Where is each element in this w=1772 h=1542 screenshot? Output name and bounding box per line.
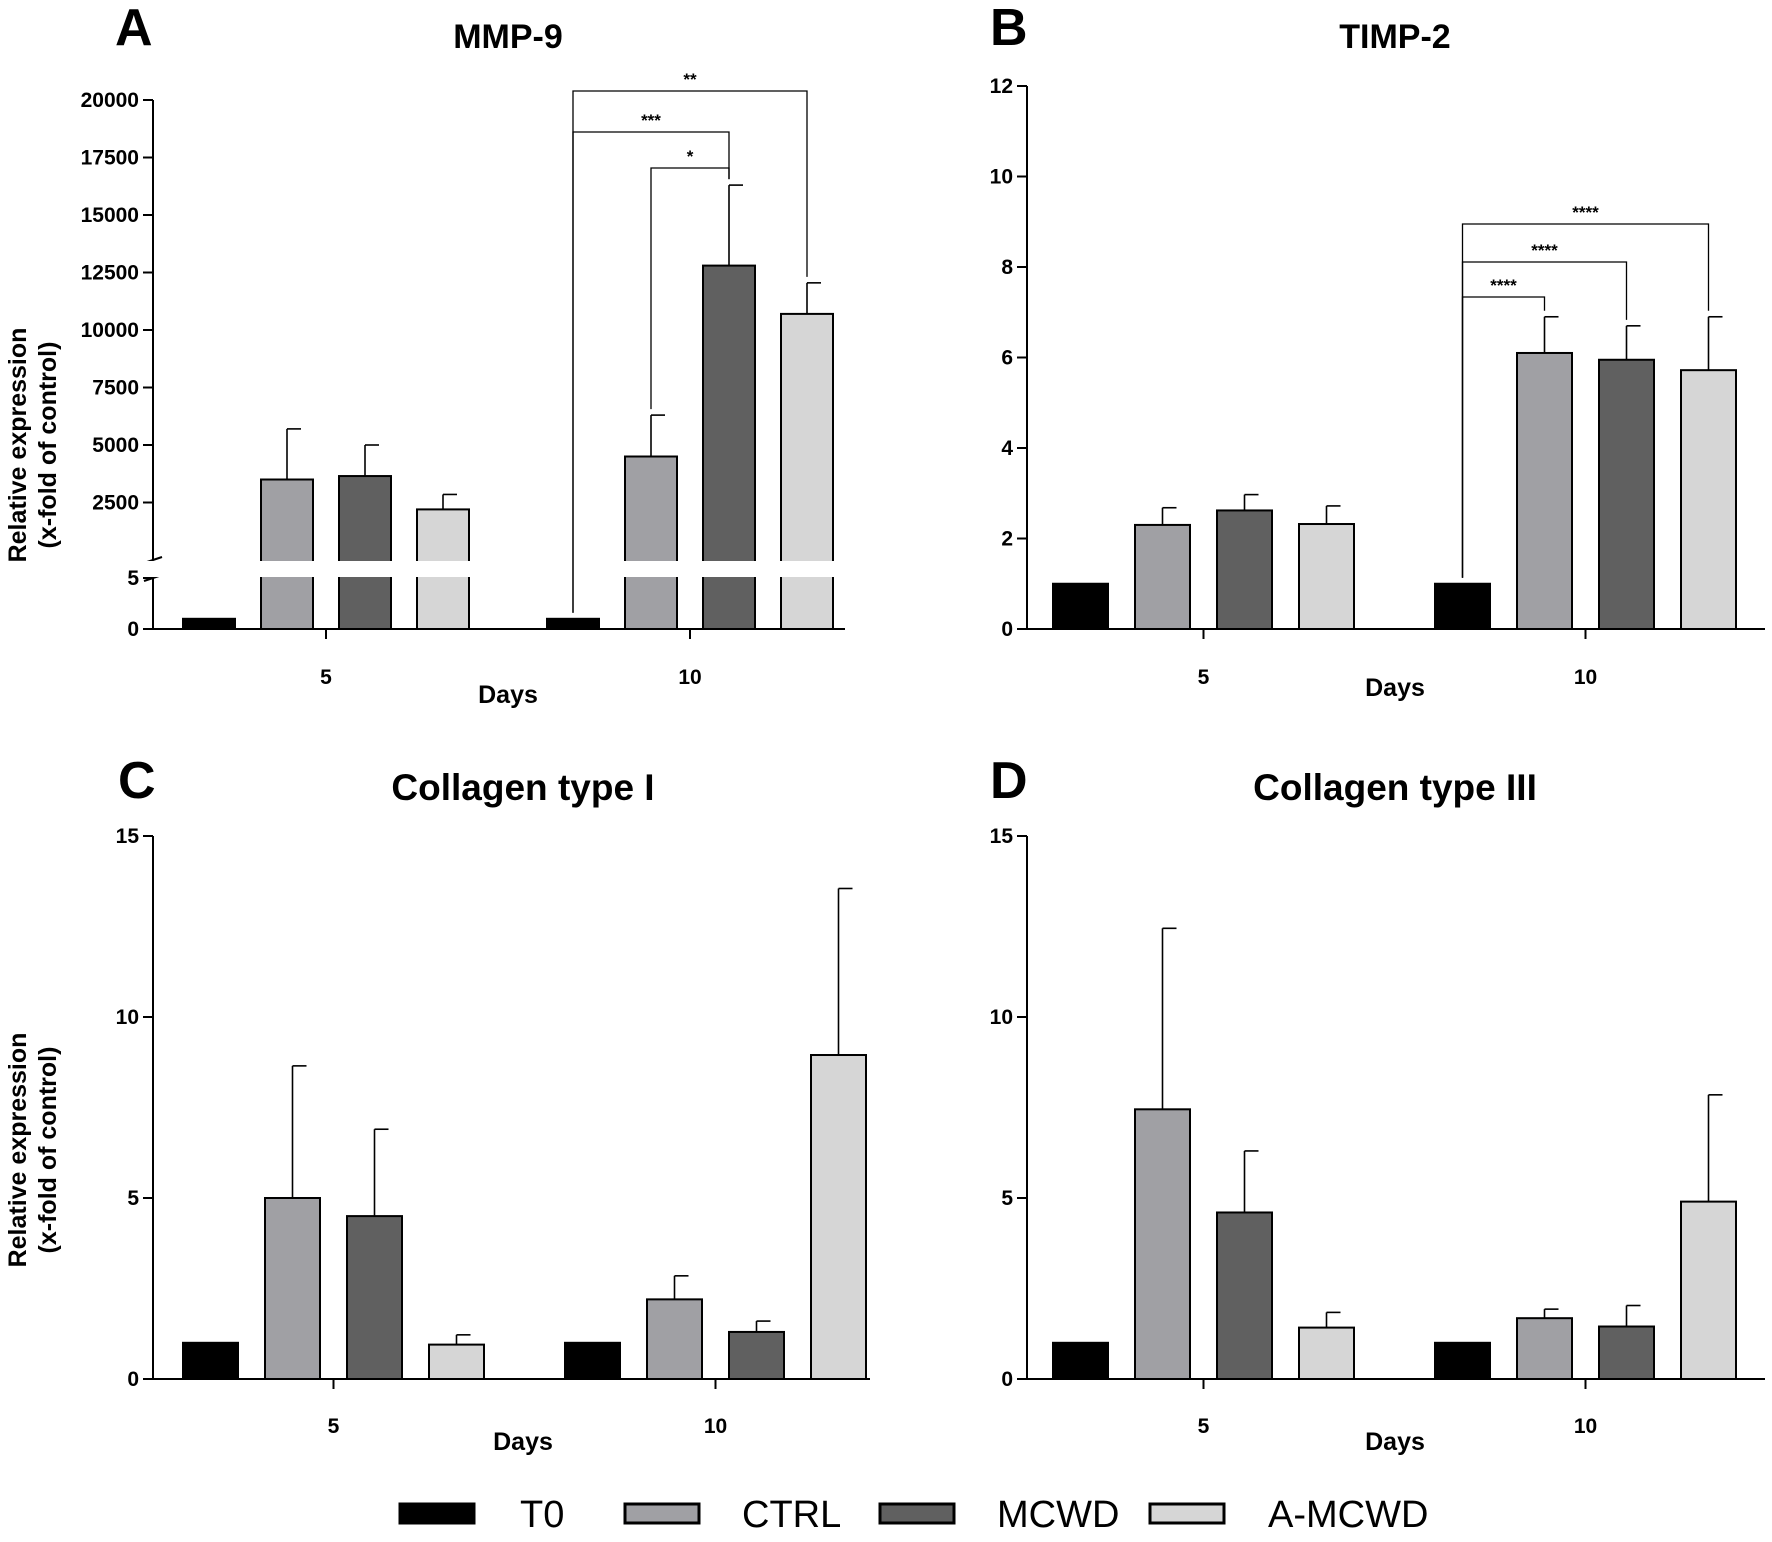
panel-letter: D: [990, 752, 1028, 810]
bar-ctrl-day-10: [1516, 1317, 1573, 1380]
significance-label: ****: [1531, 241, 1558, 260]
y-tick-label: 10: [116, 1006, 139, 1029]
bar-t0-day-10: [564, 1341, 621, 1381]
bar-mcwd-day-5: [1216, 1211, 1273, 1380]
y-tick-label: 15: [990, 825, 1014, 848]
significance-label: **: [683, 70, 697, 89]
bar-ctrl-day-10: [1516, 351, 1573, 630]
significance-label: ****: [1572, 203, 1599, 222]
y-tick-label: 0: [127, 618, 139, 641]
x-tick-label: 5: [1198, 666, 1210, 689]
y-tick-label: 5: [1001, 1187, 1013, 1210]
y-tick-label: 15: [116, 825, 140, 848]
chart-title: MMP-9: [453, 18, 563, 56]
y-tick-label: 5: [127, 567, 139, 590]
panel-letter: A: [115, 0, 153, 57]
significance-label: *: [687, 147, 694, 166]
bar-a-mcwd-day-10: [1680, 1200, 1737, 1380]
bar-a-mcwd-day-5: [1298, 1326, 1355, 1380]
y-tick-label: 17500: [81, 147, 139, 170]
axis-break-gap: [141, 561, 847, 577]
bar-t0-day-5: [182, 1341, 239, 1381]
bar-a-mcwd-day-5: [1298, 523, 1355, 631]
x-tick-label: 5: [328, 1415, 340, 1438]
legend-swatch-ctrl: [623, 1502, 701, 1525]
bar-mcwd-day-5: [346, 1215, 403, 1380]
chart-title: Collagen type III: [1253, 767, 1537, 808]
y-tick-label: 5000: [92, 434, 139, 457]
y-axis-title: (x-fold of control): [34, 342, 62, 549]
bar-ctrl-day-10: [646, 1298, 703, 1380]
y-tick-label: 2: [1001, 528, 1013, 551]
y-tick-label: 10000: [81, 319, 139, 342]
y-tick-label: 6: [1001, 347, 1013, 370]
x-tick-label: 5: [320, 666, 332, 689]
legend-swatch-a-mcwd: [1148, 1502, 1226, 1525]
y-tick-label: 20000: [81, 89, 139, 112]
x-axis-title: Days: [478, 681, 538, 709]
bar-a-mcwd-day-5: [428, 1343, 485, 1380]
significance-bracket: [572, 90, 808, 613]
bar-mcwd-day-10: [1598, 1325, 1655, 1381]
bar-t0-day-5: [1052, 582, 1109, 630]
bar-mcwd-day-5: [338, 475, 392, 630]
bar-ctrl-day-5: [1134, 523, 1191, 630]
y-tick-label: 7500: [92, 377, 139, 400]
bar-ctrl-day-5: [1134, 1108, 1191, 1381]
legend-swatch-mcwd: [878, 1502, 956, 1525]
bar-mcwd-day-10: [728, 1330, 785, 1380]
legend-label: MCWD: [997, 1494, 1119, 1536]
legend-label: CTRL: [742, 1494, 841, 1536]
x-tick-label: 10: [1574, 666, 1597, 689]
bar-t0-day-10: [546, 617, 600, 630]
bar-t0-day-5: [1052, 1341, 1109, 1381]
y-tick-label: 4: [1001, 437, 1013, 460]
y-tick-label: 5: [127, 1187, 139, 1210]
x-tick-label: 10: [1574, 1415, 1597, 1438]
bar-ctrl-day-5: [264, 1197, 321, 1380]
significance-label: ***: [641, 111, 661, 130]
y-axis-title: (x-fold of control): [34, 1047, 62, 1254]
y-tick-label: 12500: [81, 262, 139, 285]
significance-bracket: [572, 131, 730, 613]
significance-bracket: [650, 167, 730, 410]
y-axis-title: Relative expression: [4, 328, 32, 563]
y-tick-label: 8: [1001, 256, 1013, 279]
bar-mcwd-day-10: [1598, 358, 1655, 630]
bar-t0-day-10: [1434, 1341, 1491, 1381]
y-tick-label: 15000: [81, 204, 139, 227]
bar-t0-day-10: [1434, 582, 1491, 630]
x-tick-label: 10: [678, 666, 701, 689]
y-tick-label: 10: [990, 166, 1013, 189]
panel-letter: B: [990, 0, 1028, 57]
significance-bracket: [1461, 296, 1546, 578]
bar-a-mcwd-day-10: [1680, 369, 1737, 630]
panel-letter: C: [118, 752, 156, 810]
legend-label: T0: [520, 1494, 564, 1536]
y-tick-label: 0: [1001, 1368, 1013, 1391]
x-axis-title: Days: [493, 1428, 553, 1456]
legend-swatch-t0: [398, 1502, 476, 1525]
y-tick-label: 12: [990, 75, 1013, 98]
bar-a-mcwd-day-10: [810, 1054, 867, 1380]
y-tick-label: 10: [990, 1006, 1013, 1029]
y-tick-label: 0: [1001, 618, 1013, 641]
chart-title: TIMP-2: [1339, 18, 1450, 56]
x-axis-title: Days: [1365, 674, 1425, 702]
bar-ctrl-day-10: [624, 455, 678, 630]
bar-a-mcwd-day-10: [780, 312, 834, 630]
y-tick-label: 0: [127, 1368, 139, 1391]
x-tick-label: 10: [704, 1415, 727, 1438]
y-axis-title: Relative expression: [4, 1033, 32, 1268]
bar-ctrl-day-5: [260, 478, 314, 630]
bar-mcwd-day-5: [1216, 509, 1273, 631]
chart-title: Collagen type I: [391, 767, 654, 808]
y-tick-label: 2500: [92, 492, 139, 515]
bar-t0-day-5: [182, 617, 236, 630]
x-axis-title: Days: [1365, 1428, 1425, 1456]
x-tick-label: 5: [1198, 1415, 1210, 1438]
significance-label: ****: [1490, 276, 1517, 295]
legend-label: A-MCWD: [1268, 1494, 1428, 1536]
